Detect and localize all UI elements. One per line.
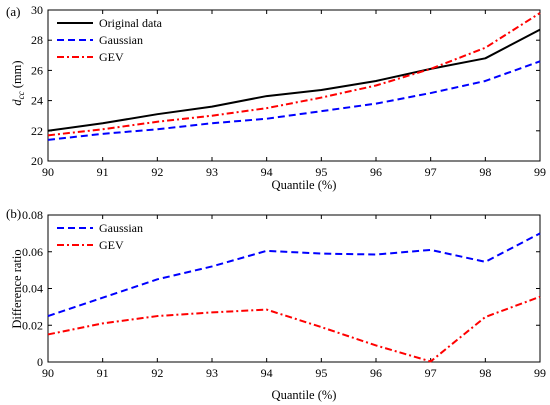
panel-a-xtick-label: 92 (151, 165, 163, 179)
panel-a-ytick-label: 20 (31, 154, 43, 168)
panel-a-xtick-label: 94 (261, 165, 273, 179)
panel-a-legend-label: GEV (99, 50, 124, 64)
panel-b-xtick-label: 92 (151, 366, 163, 380)
panel-a-series-line-original-data (47, 28, 541, 132)
panel-a-ytick-label: 30 (31, 3, 43, 17)
panel-a-ytick-label: 28 (31, 33, 43, 47)
panel-a-xtick-label: 93 (206, 165, 218, 179)
panel-a-xtick-label: 95 (315, 165, 327, 179)
panel-a-xtick-label: 99 (534, 165, 546, 179)
panel-a-ylabel-sub: cc (16, 91, 26, 99)
panel-b-ylabel: Difference ratio (10, 249, 24, 328)
panel-b-ytick-label: 0.08 (22, 208, 43, 222)
panel-b-legend-label: Gaussian (99, 221, 143, 235)
panel-b-xtick-label: 94 (261, 366, 273, 380)
panel-a-label: (a) (6, 4, 20, 19)
panel-b-label: (b) (6, 206, 21, 221)
panel-b-plot-area: 90 91 92 93 94 95 96 97 98 99 0 0.02 0.04 0.06 0.08 Gau… (22, 208, 546, 380)
panel-a-legend-label: Original data (99, 16, 163, 30)
panel-a-series-line-gev (47, 12, 541, 137)
panel-a-xlabel: Quantile (%) (272, 178, 337, 192)
panel-a-ylabel-main: d (10, 99, 24, 106)
panel-b-xtick-label: 91 (97, 366, 109, 380)
panel-b-ytick-label: 0.06 (22, 245, 43, 259)
panel-a-xtick-label: 98 (479, 165, 491, 179)
panel-b-ytick-label: 0 (37, 355, 43, 369)
panel-b-xtick-label: 96 (370, 366, 382, 380)
panel-b-series-line-gev (47, 295, 541, 363)
panel-a-xtick-label: 96 (370, 165, 382, 179)
panel-a-axes-frame (47, 9, 541, 162)
panel-a-legend-label: Gaussian (99, 33, 143, 47)
panel-b-xtick-label: 90 (42, 366, 54, 380)
panel-a-xtick-label: 90 (42, 165, 54, 179)
panel-b-xtick-label: 93 (206, 366, 218, 380)
panel-b-ytick-label: 0.02 (22, 318, 43, 332)
panel-a-ytick-label: 26 (31, 63, 43, 77)
panel-b-xtick-label: 95 (315, 366, 327, 380)
panel-b-series-line-gaussian (47, 232, 541, 318)
panel-b-xtick-label: 98 (479, 366, 491, 380)
panel-a: (a) 90 91 92 93 94 95 96 97 98 99 20 22 24 26 28 30 Orig… (6, 3, 546, 192)
panel-b: (b) 90 91 92 93 94 95 96 97 98 99 0 0.02 0.04 0.06 0.0… (6, 206, 546, 402)
panel-b-xlabel: Quantile (%) (272, 388, 337, 402)
panel-b-legend: Gaussian GEV (57, 221, 143, 252)
panel-b-ytick-label: 0.04 (22, 282, 43, 296)
panel-a-series-line-gaussian (47, 60, 541, 141)
panel-a-ytick-label: 22 (31, 124, 43, 138)
panel-a-ylabel-unit: (mm) (10, 60, 24, 91)
panel-a-xtick-label: 97 (425, 165, 437, 179)
panel-b-xtick-label: 99 (534, 366, 546, 380)
panel-a-xtick-label: 91 (97, 165, 109, 179)
panel-a-plot-area: 90 91 92 93 94 95 96 97 98 99 20 22 24 26 28 30 Original… (31, 3, 546, 179)
panel-a-ytick-label: 24 (31, 94, 43, 108)
panel-b-xtick-label: 97 (425, 366, 437, 380)
panel-a-legend: Original data Gaussian GEV (57, 16, 163, 64)
panel-a-ylabel: dcc (mm) (10, 60, 26, 105)
panel-b-legend-label: GEV (99, 238, 124, 252)
